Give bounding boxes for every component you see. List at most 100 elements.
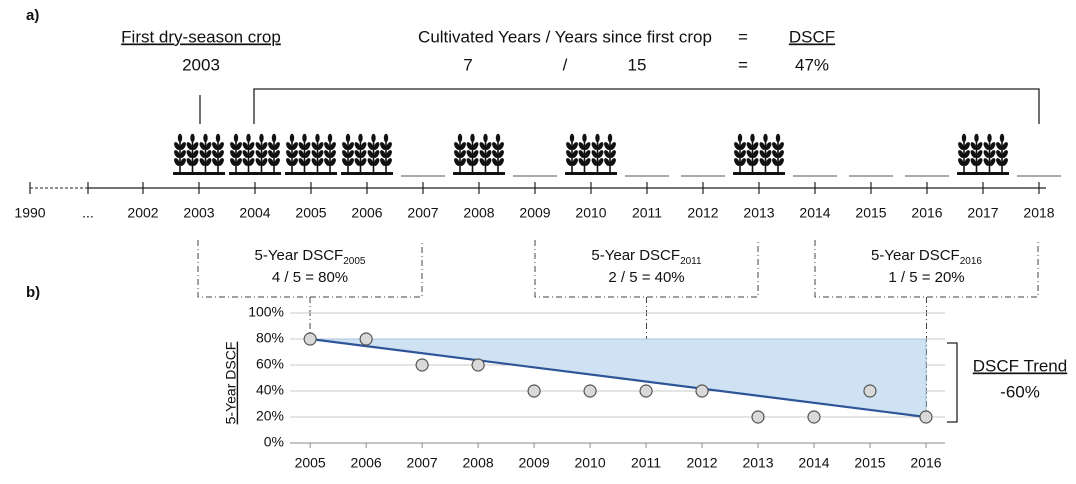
crop-grain [597, 158, 604, 166]
crop-grain [996, 142, 1002, 150]
crop-grain [572, 158, 578, 166]
crop-grain [964, 142, 970, 150]
x-tick-label: 2010 [574, 455, 605, 471]
crop-grain [286, 142, 292, 150]
crop-grain [354, 158, 361, 166]
crop-grain [304, 158, 311, 166]
crop-grain [483, 133, 488, 143]
crop-grain [174, 158, 180, 166]
crop-grain [970, 142, 977, 150]
crop-grain [454, 158, 460, 166]
crop-grain [186, 150, 193, 158]
crop-grain [472, 158, 479, 166]
crop-grain [242, 142, 249, 150]
crop-grain [961, 133, 967, 143]
crop-grain [218, 150, 224, 158]
crop-grain [199, 150, 206, 158]
timeline-year: 2016 [911, 205, 942, 221]
formula-equals: = [738, 55, 748, 74]
crop-grain [233, 133, 239, 143]
timeline-year: 2006 [351, 205, 382, 221]
crop-grain [737, 133, 743, 143]
timeline-year: 2009 [519, 205, 550, 221]
crop-grain [236, 158, 242, 166]
panel-label: a) [26, 7, 39, 24]
crop-grain [373, 150, 380, 158]
crop-grain [192, 142, 199, 150]
crop-grain [566, 158, 572, 166]
x-tick-label: 2009 [519, 455, 550, 471]
crop-grain [230, 142, 236, 150]
crop-icon-base [173, 172, 225, 175]
crop-grain [746, 142, 753, 150]
crop-grain [746, 150, 753, 158]
point [471, 358, 485, 372]
crop-grain [324, 150, 330, 158]
crop-grain [752, 158, 759, 166]
crop-icon [733, 133, 785, 175]
trend-bracket [947, 342, 958, 423]
crop-grain [177, 133, 183, 143]
crop-icon [229, 133, 281, 175]
crop-grain [298, 158, 305, 166]
crop-grain [371, 133, 376, 143]
crop-grain [591, 142, 598, 150]
crop-grain [380, 142, 386, 150]
crop-grain [750, 133, 755, 143]
y-tick-label: 0% [264, 434, 284, 450]
crop-grain [386, 150, 392, 158]
crop-grain [578, 142, 585, 150]
crop-grain [466, 158, 473, 166]
crop-grain [246, 133, 251, 143]
crop-grain [983, 150, 990, 158]
crop-grain [457, 133, 463, 143]
crop-grain [311, 150, 318, 158]
crop-grain [311, 158, 318, 166]
crop-grain [778, 150, 784, 158]
crop-grain [292, 142, 298, 150]
crop-grain [752, 150, 759, 158]
window-title: 5-Year DSCF2011 [591, 247, 702, 267]
crop-grain [584, 158, 591, 166]
crop-grain [460, 158, 466, 166]
formula-title: Cultivated Years / Years since first cro… [418, 27, 712, 46]
crop-grain [970, 158, 977, 166]
window-title-text: 5-Year DSCF [871, 247, 960, 264]
crop-icon-base [341, 172, 393, 175]
crop-grain [495, 133, 501, 143]
timeline-year: 2010 [575, 205, 606, 221]
crop-grain [358, 133, 363, 143]
crop-grain [566, 150, 572, 158]
crop-grain [765, 150, 772, 158]
formula-result-title: DSCF [789, 27, 835, 46]
point [751, 410, 765, 424]
y-axis-label: 5-Year DSCF [223, 342, 239, 425]
crop-grain [472, 150, 479, 158]
crop-grain [292, 150, 298, 158]
crop-grain [205, 142, 212, 150]
crop-grain [492, 150, 498, 158]
crop-grain [261, 150, 268, 158]
crop-grain [485, 150, 492, 158]
crop-grain [330, 150, 336, 158]
crop-grain [759, 158, 766, 166]
window-calc: 1 / 5 = 20% [888, 269, 964, 286]
crop-grain [765, 158, 772, 166]
crop-grain [383, 133, 389, 143]
crop-grain [255, 142, 262, 150]
crop-grain [470, 133, 475, 143]
crop-grain [578, 150, 585, 158]
crop-grain [958, 142, 964, 150]
crop-grain [772, 150, 778, 158]
crop-grain [292, 158, 298, 166]
crop-grain [248, 142, 255, 150]
crop-grain [958, 158, 964, 166]
x-tick-label: 2011 [631, 455, 661, 471]
x-tick-label: 2012 [686, 455, 717, 471]
crop-grain [261, 158, 268, 166]
crop-icon [285, 133, 337, 175]
crop-grain [584, 150, 591, 158]
crop-grain [607, 133, 613, 143]
